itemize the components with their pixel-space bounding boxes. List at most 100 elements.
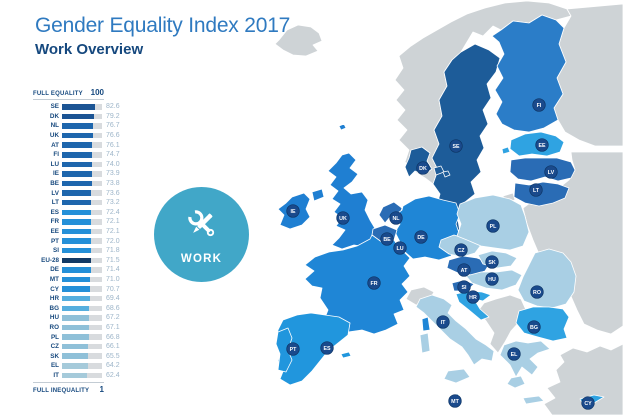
map-badge-be: BE [380, 232, 394, 246]
country-code-label: HR [49, 295, 59, 303]
score-track [62, 372, 102, 379]
country-code-label: IE [53, 170, 59, 178]
score-value: 73.2 [106, 199, 120, 207]
score-bar [62, 199, 92, 206]
score-track [62, 276, 102, 283]
score-track [62, 228, 102, 235]
score-bar [62, 113, 94, 120]
score-value: 67.2 [106, 314, 120, 322]
chart-row-fr: FR 72.1 [31, 217, 136, 227]
map-badge-code: IE [290, 209, 295, 215]
map-badge-code: AT [461, 268, 468, 274]
country-code-label: LV [51, 189, 59, 197]
map-badge-de: DE [414, 230, 428, 244]
chart-row-be: BE 73.8 [31, 179, 136, 189]
score-value: 71.0 [106, 275, 120, 283]
score-track [62, 343, 102, 350]
map-badge-code: SE [452, 144, 460, 150]
map-badge-hr: HR [466, 290, 480, 304]
map-badge-pt: PT [286, 342, 300, 356]
chart-row-bg: BG 68.6 [31, 303, 136, 313]
wrench-glyph [187, 210, 214, 237]
chart-row-lv: LV 73.6 [31, 188, 136, 198]
score-bar [62, 247, 91, 254]
score-bar [62, 353, 89, 359]
score-value: 73.8 [106, 180, 120, 188]
country-code-label: CZ [50, 343, 59, 351]
score-value: 73.6 [106, 189, 120, 197]
full-equality-value: 100 [90, 88, 104, 97]
country-code-label: CY [50, 285, 59, 293]
score-track [62, 209, 102, 216]
country-code-label: FR [50, 218, 59, 226]
chart-row-ee: EE 72.1 [31, 227, 136, 237]
map-badge-es: ES [320, 341, 334, 355]
map-badge-cy: CY [581, 396, 595, 410]
map-country-latvia [509, 157, 576, 182]
score-track [62, 324, 102, 331]
country-code-label: EE [50, 228, 59, 236]
chart-row-cy: CY 70.7 [31, 284, 136, 294]
score-value: 72.4 [106, 208, 120, 216]
score-bar [62, 132, 93, 139]
map-country-bulgaria [515, 306, 570, 342]
map-badge-code: ES [323, 346, 331, 352]
map-badge-ro: RO [530, 285, 544, 299]
map-country-finland [491, 14, 567, 133]
score-value: 72.1 [106, 228, 120, 236]
map-region-russia-north [553, 3, 623, 147]
map-badge-lu: LU [393, 241, 407, 255]
map-badge-hu: HU [485, 272, 499, 286]
chart-row-el: EL 64.2 [31, 361, 136, 371]
score-bar [62, 161, 92, 168]
map-badge-pl: PL [486, 219, 500, 233]
score-value: 74.7 [106, 151, 120, 159]
country-code-label: LT [51, 199, 59, 207]
chart-row-it: IT 62.4 [31, 371, 136, 381]
map-badge-code: FI [537, 103, 542, 109]
score-bar [62, 305, 90, 312]
score-track [62, 295, 102, 302]
score-track [62, 123, 102, 129]
map-badge-code: PT [290, 347, 298, 353]
map-badge-cz: CZ [454, 243, 468, 257]
score-track [62, 353, 102, 359]
header: Gender Equality Index 2017 Work Overview [35, 14, 290, 58]
map-badge-code: MT [451, 399, 459, 405]
country-code-label: BE [50, 180, 59, 188]
map-country-croatia [455, 290, 492, 321]
map-badge-code: CZ [457, 248, 465, 254]
map-badge-code: LU [396, 246, 403, 252]
map-badge-code: DK [419, 166, 427, 172]
country-code-label: EL [50, 362, 59, 370]
score-bar [62, 238, 91, 244]
map-badge-code: LT [533, 188, 540, 194]
chart-row-mt: MT 71.0 [31, 275, 136, 285]
map-badge-code: IT [441, 320, 446, 326]
chart-row-lt: LT 73.2 [31, 198, 136, 208]
score-value: 73.9 [106, 170, 120, 178]
map-country-denmark-isles [433, 165, 451, 178]
map-badge-code: EL [511, 352, 519, 358]
page-title: Gender Equality Index 2017 [35, 14, 291, 37]
score-value: 72.0 [106, 237, 120, 245]
scale-bottom: FULL INEQUALITY 1 [33, 382, 104, 394]
chart-rows: SE 82.6 DK 79.2 NL 76.7 UK 76.6 AT 76.1 FI 74.7 LU 74… [31, 102, 136, 380]
score-value: 76.1 [106, 141, 120, 149]
score-value: 76.6 [106, 132, 120, 140]
chart-row-ro: RO 67.1 [31, 323, 136, 333]
map-country-france [304, 234, 431, 335]
full-inequality-label: FULL INEQUALITY [33, 388, 90, 395]
score-value: 71.4 [106, 266, 120, 274]
score-track [62, 104, 102, 110]
score-value: 66.1 [106, 343, 120, 351]
score-bar [62, 363, 88, 369]
scale-top: FULL EQUALITY 100 [33, 88, 104, 100]
score-value: 66.8 [106, 333, 120, 341]
chart-row-de: DE 71.4 [31, 265, 136, 275]
score-bar [62, 295, 90, 302]
map-badge-el: EL [507, 347, 521, 361]
map-badge-fi: FI [532, 98, 546, 112]
map-country-romania [517, 248, 577, 309]
